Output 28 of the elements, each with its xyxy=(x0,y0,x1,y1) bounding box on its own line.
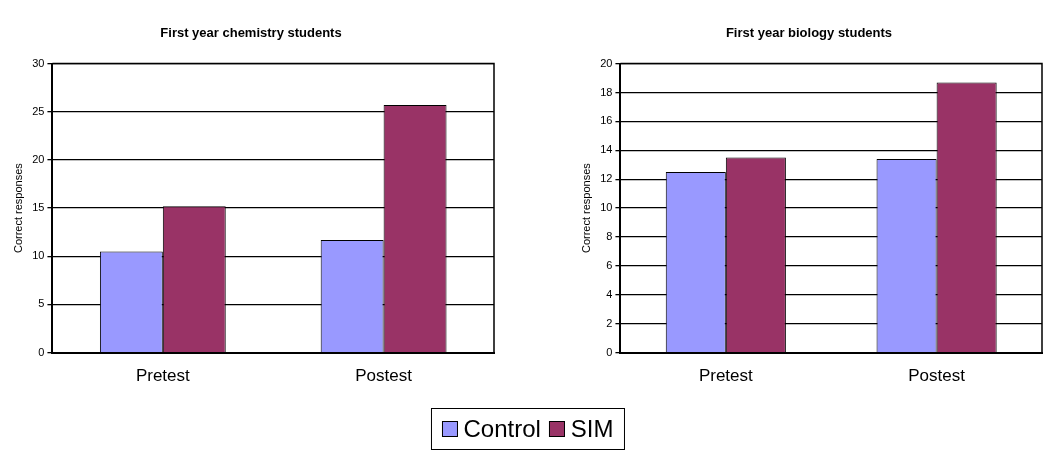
legend-label: Control xyxy=(463,415,541,443)
y-tick-label: 12 xyxy=(600,172,613,185)
y-tick-label: 20 xyxy=(600,56,613,69)
x-tick-label: Postest xyxy=(355,366,413,386)
y-tick-label: 10 xyxy=(600,201,613,214)
y-tick-label: 10 xyxy=(32,249,45,262)
y-tick-label: 0 xyxy=(606,345,613,358)
y-tick-label: 6 xyxy=(606,258,613,271)
y-axis-title: Correct responses xyxy=(11,162,24,254)
y-tick-label: 18 xyxy=(600,85,613,98)
y-tick-label: 0 xyxy=(38,345,45,358)
chart-title: First year chemistry students xyxy=(160,25,342,41)
y-tick-label: 15 xyxy=(32,201,45,214)
y-tick-label: 5 xyxy=(38,297,45,310)
x-tick-label: Pretest xyxy=(135,366,191,386)
y-tick-label: 16 xyxy=(600,114,613,127)
y-tick-label: 30 xyxy=(32,56,45,69)
x-tick-label: Pretest xyxy=(698,366,754,386)
y-tick-label: 20 xyxy=(32,152,45,165)
y-tick-label: 2 xyxy=(606,316,613,329)
y-tick-label: 14 xyxy=(600,143,613,156)
y-tick-label: 8 xyxy=(606,230,613,243)
x-tick-label: Postest xyxy=(908,366,966,386)
y-tick-label: 25 xyxy=(32,104,45,117)
y-tick-label: 4 xyxy=(606,287,613,300)
legend-label: SIM xyxy=(570,415,614,443)
y-axis-title: Correct responses xyxy=(579,162,592,254)
chart-title: First year biology students xyxy=(725,25,893,41)
